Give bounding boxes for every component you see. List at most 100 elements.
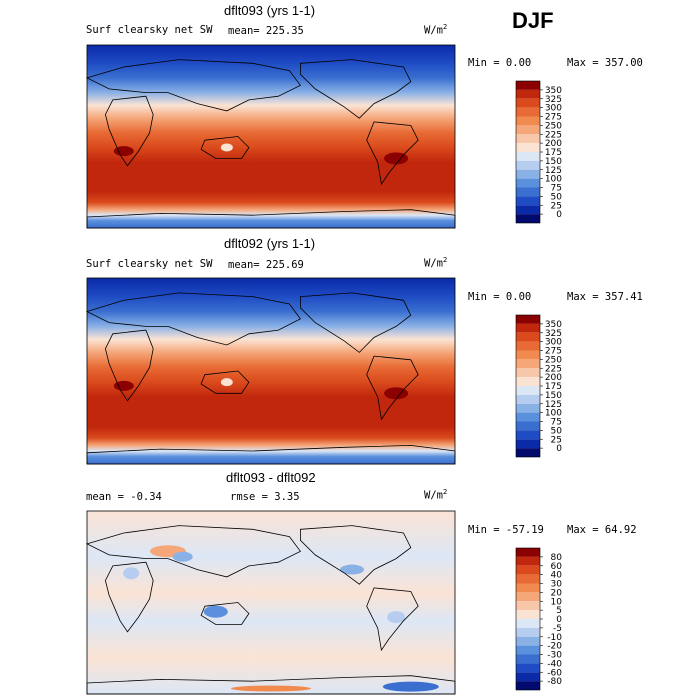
colorbar-tick-label: -40: [547, 659, 562, 669]
colorbar-swatch: [516, 205, 540, 215]
colorbar-swatch: [516, 556, 540, 566]
colorbar-swatch: [516, 627, 540, 637]
colorbar-tick-label: 80: [551, 553, 563, 563]
coastline-africa: [104, 95, 154, 167]
colorbar-swatch: [516, 178, 540, 188]
panel-3-title: dflt093 - dflt092: [226, 470, 316, 485]
anomaly-region: [387, 611, 406, 624]
colorbar-swatch: [516, 672, 540, 682]
colorbar-tick-label: 125: [545, 166, 562, 176]
panel-2-title: dflt092 (yrs 1-1): [224, 236, 316, 251]
colorbar-swatch: [516, 359, 540, 369]
colorbar-swatch: [516, 619, 540, 628]
colorbar-swatch: [516, 403, 540, 413]
colorbar-swatch: [516, 350, 540, 360]
panel-1-max: Max = 357.00: [567, 57, 643, 69]
panel-1-title: dflt093 (yrs 1-1): [224, 3, 316, 18]
colorbar-swatch: [516, 574, 540, 584]
coastline-n-america: [299, 292, 412, 353]
colorbar-swatch: [516, 98, 540, 108]
colorbar-swatch: [516, 125, 540, 135]
map-panel-2: [85, 277, 456, 465]
panel-1-min: Min = 0.00: [468, 57, 532, 69]
colorbar-tick-label: 40: [551, 571, 563, 581]
coastline-n-america: [299, 525, 412, 585]
colorbar-tick-label: 0: [556, 615, 562, 625]
colorbar-swatch: [516, 601, 540, 611]
colorbar-swatch: [516, 187, 540, 197]
colorbar-swatch: [516, 386, 540, 395]
colorbar-tick-label: 150: [545, 391, 562, 401]
hotspot: [113, 380, 134, 391]
colorbar-swatch: [516, 394, 540, 404]
colorbar-swatch: [516, 645, 540, 655]
coastline-eurasia: [85, 525, 302, 578]
colorbar-swatch: [516, 214, 540, 223]
colorbar-tick-label: 300: [545, 104, 562, 114]
colorbar-tick-label: 250: [545, 121, 562, 131]
colorbar-tick-label: 200: [545, 139, 562, 149]
panel-3-max: Max = 64.92: [567, 524, 637, 536]
colorbar-tick-label: 50: [551, 426, 563, 436]
colorbar-tick-label: 0: [556, 444, 562, 454]
panel-2-mean: mean= 225.69: [228, 259, 304, 271]
coastline-africa: [104, 329, 154, 402]
panel-3-min: Min = -57.19: [468, 524, 544, 536]
panel-2-min: Min = 0.00: [468, 291, 532, 303]
colorbar-swatch: [516, 169, 540, 179]
colorbar-swatch: [516, 421, 540, 431]
map-panel-3: [85, 510, 456, 695]
hotspot: [384, 387, 409, 400]
colorbar-tick-label: 350: [545, 320, 562, 330]
coastline-n-america: [299, 59, 412, 119]
coastline-eurasia: [85, 292, 302, 346]
colorbar-swatch: [516, 592, 540, 602]
colorbar-swatch: [516, 332, 540, 342]
colorbar-tick-label: 10: [551, 597, 563, 607]
colorbar-swatch: [516, 448, 540, 457]
colorbar-swatch: [516, 107, 540, 117]
map-panel-1: [85, 44, 456, 229]
hotspot: [113, 146, 134, 157]
coastline-s-america: [366, 121, 419, 186]
colorbar-swatch: [516, 654, 540, 664]
colorbar-tick-label: 60: [551, 562, 563, 572]
coastline-africa: [104, 561, 154, 633]
colorbar-tick-label: 275: [545, 113, 562, 123]
panel-1-units: W/m2: [424, 23, 448, 37]
colorbar-tick-label: 25: [551, 201, 562, 211]
anomaly-region: [203, 605, 228, 618]
colorbar-swatch: [516, 341, 540, 351]
map-field: [87, 45, 455, 228]
coastline-eurasia: [85, 59, 302, 112]
colorbar-tick-label: 200: [545, 373, 562, 383]
hotspot: [384, 152, 409, 165]
colorbar-swatch: [516, 636, 540, 646]
panel-2-max: Max = 357.41: [567, 291, 643, 303]
colorbar-tick-label: 75: [551, 184, 562, 194]
anomaly-region: [231, 685, 311, 692]
map-frame: [86, 277, 456, 465]
coastline-australia: [200, 370, 250, 394]
map-frame: [86, 510, 456, 695]
colorbar-swatch: [516, 134, 540, 144]
map-frame: [86, 44, 456, 229]
season-label: DJF: [512, 8, 554, 33]
panel-1-mean: mean= 225.35: [228, 25, 304, 37]
colorbar-swatch: [516, 548, 540, 557]
colorbar-tick-label: 175: [545, 382, 562, 392]
map-field: [87, 511, 455, 694]
hotspot: [220, 378, 233, 387]
colorbar-tick-label: 30: [551, 580, 563, 590]
anomaly-region: [382, 681, 439, 692]
anomaly-region: [172, 551, 193, 562]
colorbar-swatch: [516, 412, 540, 422]
colorbar-swatch: [516, 315, 540, 324]
anomaly-region: [339, 564, 364, 575]
colorbar-tick-label: 225: [545, 130, 562, 140]
colorbar-tick-label: 275: [545, 347, 562, 357]
